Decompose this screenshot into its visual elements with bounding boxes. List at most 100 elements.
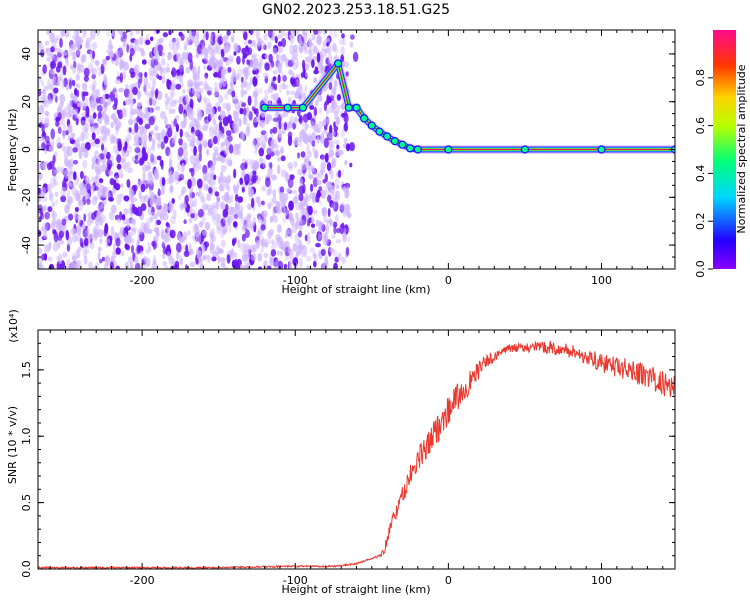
spectrogram-noise-blob [141, 59, 147, 65]
spectrogram-noise-blob [170, 88, 174, 99]
spectrogram-noise-blob [98, 178, 104, 184]
spectrogram-noise-blob [90, 84, 95, 91]
spectrogram-noise-blob [112, 242, 116, 251]
spectrogram-noise-blob [39, 163, 46, 169]
spectrogram-noise-blob [189, 59, 194, 70]
spectrogram-noise-blob [97, 251, 101, 260]
track-core [264, 62, 675, 151]
track-point [344, 103, 353, 112]
spectrogram-noise-blob [49, 32, 56, 43]
spectrogram-noise-blob [175, 83, 182, 90]
spectrogram-noise-blob [62, 251, 68, 258]
spectrogram-noise-blob [52, 75, 57, 86]
snr-y-axis-label: SNR (10 * v/v) [6, 406, 19, 484]
spectrogram-noise-blob [74, 41, 81, 47]
spectrogram-noise-blob [257, 266, 263, 269]
spectrogram-noise-blob [315, 242, 321, 248]
spectrogram-noise-blob [292, 243, 298, 252]
spectrogram-noise-blob [138, 36, 144, 46]
spectrogram-noise-blob [288, 97, 293, 105]
spectrogram-noise-blob [197, 44, 203, 55]
spectrogram-noise-blob [198, 221, 204, 228]
spectrogram-noise-blob [73, 171, 77, 181]
spectrogram-noise-blob [150, 36, 154, 42]
spectrogram-noise-blob [135, 30, 141, 35]
spectrogram-noise-blob [249, 244, 255, 252]
spectrogram-noise-blob [233, 149, 239, 155]
spectrogram-noise-blob [208, 178, 214, 189]
spectrogram-noise-blob [176, 42, 180, 50]
spectrogram-noise-blob [276, 238, 281, 245]
spectrogram-noise-blob [172, 135, 176, 144]
spectrogram-noise-blob [335, 184, 340, 189]
spectrogram-noise-blob [192, 162, 197, 169]
spectrogram-noise-blob [288, 200, 294, 211]
spectrogram-noise-blob [251, 139, 257, 148]
spectrogram-noise-blob [320, 162, 326, 169]
spectrogram-noise-blob [246, 59, 250, 65]
spectrogram-noise-blob [155, 55, 159, 62]
spectrogram-noise-blob [60, 186, 66, 197]
spectrogram-noise-blob [209, 125, 215, 132]
spectrogram-noise-blob [277, 63, 282, 74]
spectrogram-noise-blob [269, 228, 275, 236]
spectrogram-noise-blob [299, 224, 303, 232]
spectrogram-noise-blob [38, 116, 44, 122]
spectrogram-noise-blob [311, 59, 315, 68]
spectrogram-noise-blob [344, 159, 348, 166]
spectrogram-noise-blob [174, 260, 180, 268]
spectrogram-noise-blob [285, 212, 290, 220]
spectrogram-noise-blob [148, 58, 152, 67]
spectrogram-noise-blob [272, 47, 277, 55]
spectrogram-noise-blob [311, 140, 316, 147]
spectrogram-noise-blob [184, 179, 188, 185]
spectrogram-noise-blob [292, 196, 298, 205]
spectrogram-noise-blob [136, 238, 140, 246]
spectrogram-noise-blob [272, 117, 279, 122]
spectrogram-noise-blob [194, 226, 200, 238]
spectrogram-noise-blob [47, 206, 53, 213]
y-tick-label: 0.5 [20, 494, 33, 512]
spectrogram-noise-blob [60, 195, 67, 203]
spectrogram-noise-blob [317, 232, 322, 241]
spectrogram-noise-blob [43, 85, 49, 91]
spectrogram-noise-blob [316, 136, 320, 144]
spectrogram-noise-blob [163, 135, 169, 144]
spectrogram-noise-blob [181, 51, 187, 61]
spectrogram-noise-blob [287, 177, 294, 189]
spectrogram-noise-blob [43, 244, 47, 255]
spectrogram-noise-blob [137, 228, 144, 235]
spectrogram-noise-blob [49, 177, 56, 188]
spectrogram-noise-blob [329, 137, 334, 149]
spectrogram-noise-blob [99, 153, 105, 160]
spectrogram-noise-blob [213, 87, 220, 97]
spectrogram-noise-blob [253, 58, 259, 66]
spectrogram-noise-blob [237, 68, 243, 78]
spectrogram-noise-blob [152, 254, 157, 265]
spectrogram-noise-blob [200, 44, 206, 56]
spectrogram-noise-blob [115, 148, 120, 156]
colorbar: 0.0 0.2 0.4 0.6 0.8 Normalized spectral ampl… [694, 30, 748, 278]
snr-y-ticks: 0.0 0.5 1.0 1.5 [20, 329, 675, 578]
spectrogram-noise-blob [221, 228, 228, 234]
spectrogram-noise-blob [272, 262, 278, 269]
spectrogram-noise-blob [319, 133, 325, 144]
spectrogram-noise-blob [115, 124, 120, 131]
spectrogram-noise-blob [255, 30, 260, 41]
spectrogram-noise-blob [309, 105, 315, 110]
spectrogram-noise-blob [228, 194, 235, 204]
spectrogram-noise-blob [44, 211, 50, 220]
spectrogram-noise-blob [151, 98, 157, 106]
spectrogram-noise-blob [340, 103, 345, 110]
spectrogram-noise-blob [313, 30, 319, 35]
spectrogram-noise-blob [327, 44, 332, 55]
spectrogram-noise-blob [117, 138, 122, 146]
spectrogram-noise-blob [206, 150, 210, 156]
spectrogram-noise-blob [250, 252, 257, 262]
spectrogram-noise-blob [137, 152, 143, 157]
spectrogram-noise-blob [102, 93, 106, 104]
spectrogram-noise-blob [333, 262, 338, 269]
spectrogram-noise-blob [298, 84, 304, 95]
spectrogram-noise-blob [201, 230, 208, 236]
